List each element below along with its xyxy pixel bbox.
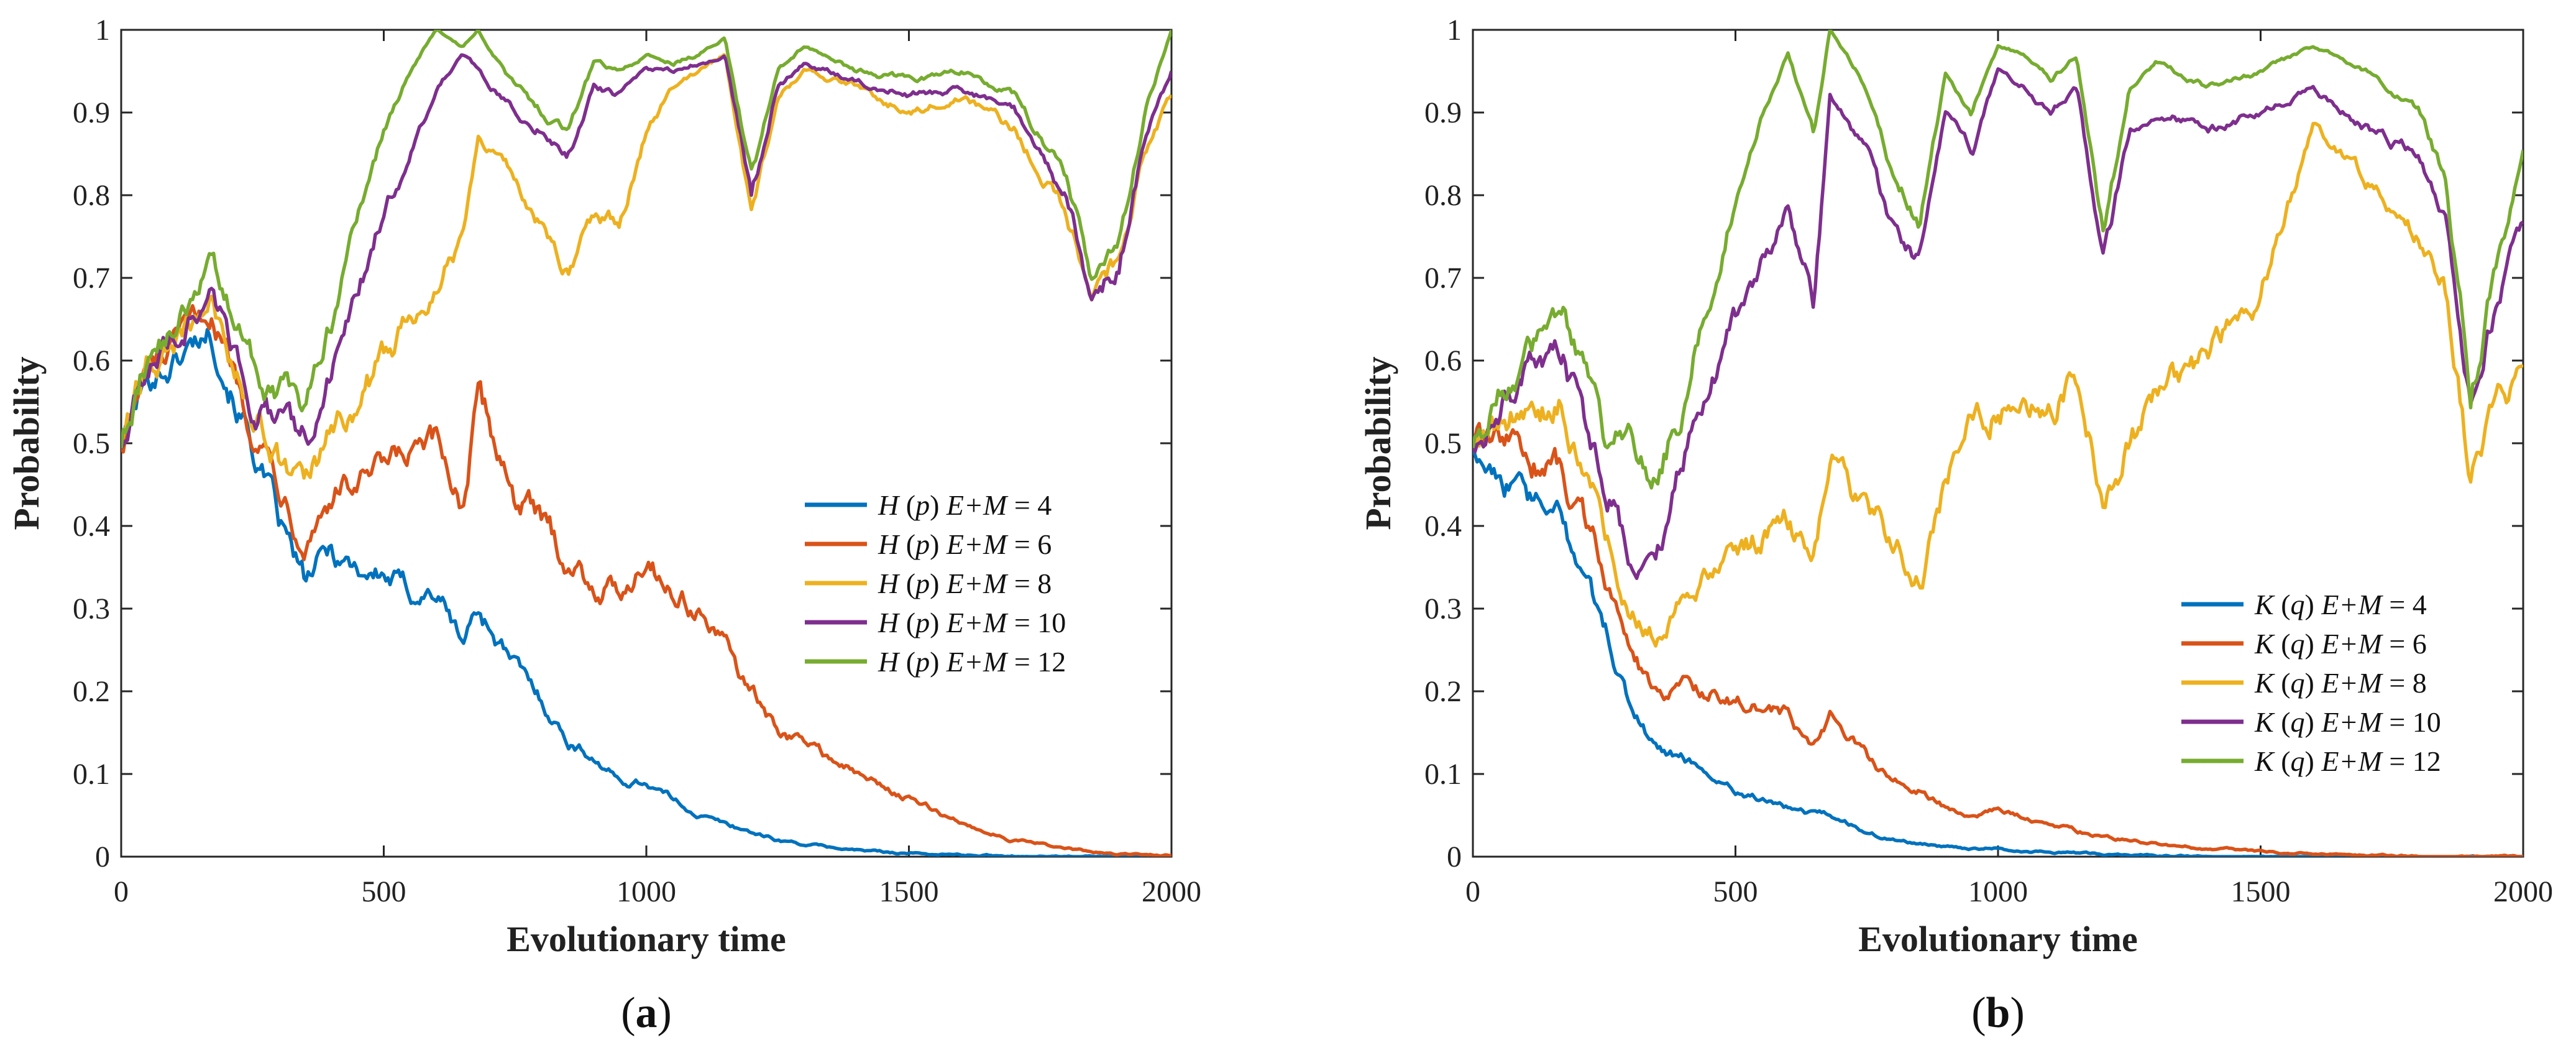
- legend-label-1: H (p) E+M = 4: [878, 489, 1052, 521]
- y-tick-label: 0.9: [1424, 96, 1462, 129]
- y-tick-label: 0.9: [73, 96, 110, 129]
- chart-a: 0 0.1 0.2 0.3 0.4 0.5 0.6 0.7 0.8 0.9 1 0 500 1000 150…: [6, 14, 1201, 1037]
- x-tick-label: 1000: [1968, 875, 2028, 908]
- y-tick-label: 0.5: [1424, 427, 1462, 460]
- chart-b: 0 0.1 0.2 0.3 0.4 0.5 0.6 0.7 0.8 0.9 1 0 500 1000 150…: [1358, 14, 2553, 1037]
- legend-label-2: H (p) E+M = 6: [878, 528, 1052, 560]
- x-axis-title: Evolutionary time: [1858, 919, 2137, 959]
- y-tick-label: 0.4: [1424, 510, 1462, 543]
- series-line-2: [121, 304, 1171, 857]
- legend-label-4: K (q) E+M = 10: [2254, 706, 2441, 738]
- y-tick-label: 0.7: [73, 262, 110, 295]
- legend-label-5: H (p) E+M = 12: [878, 646, 1066, 678]
- y-tick-label: 0.6: [1424, 344, 1462, 377]
- series-line-1: [121, 328, 1171, 857]
- y-tick-label: 0.3: [73, 592, 110, 625]
- y-tick-label: 1: [95, 14, 110, 47]
- y-tick-label: 0.1: [73, 758, 110, 791]
- x-tick-label: 2000: [1142, 875, 1201, 908]
- x-tick-label: 500: [362, 875, 406, 908]
- plot-area: [1472, 29, 2524, 858]
- x-tick-label: 1500: [879, 875, 939, 908]
- x-tick-label: 2000: [2493, 875, 2553, 908]
- x-tick-label: 500: [1713, 875, 1758, 908]
- series-line-3: [121, 53, 1171, 480]
- y-tick-label: 0: [95, 840, 110, 873]
- y-tick-label: 0.5: [73, 427, 110, 460]
- y-tick-label: 1: [1447, 14, 1462, 47]
- legend-label-5: K (q) E+M = 12: [2254, 745, 2441, 777]
- y-tick-label: 0.2: [1424, 675, 1462, 708]
- x-tick-label: 0: [114, 875, 129, 908]
- y-tick-label: 0.6: [73, 344, 110, 377]
- panel-label: (a): [621, 989, 672, 1037]
- y-axis-title: Probability: [1358, 356, 1398, 530]
- legend-label-1: K (q) E+M = 4: [2254, 589, 2427, 620]
- x-tick-label: 1500: [2231, 875, 2291, 908]
- plot-area: [120, 29, 1173, 858]
- series-line-3: [1473, 121, 2523, 648]
- y-tick-label: 0.7: [1424, 262, 1462, 295]
- series-line-4: [1473, 67, 2523, 581]
- y-tick-label: 0.4: [73, 510, 110, 543]
- x-tick-label: 1000: [616, 875, 676, 908]
- series-line-2: [1473, 421, 2523, 857]
- series-line-5: [1473, 30, 2523, 490]
- y-tick-label: 0: [1447, 840, 1462, 873]
- y-tick-label: 0.8: [73, 179, 110, 212]
- legend-label-4: H (p) E+M = 10: [878, 607, 1066, 638]
- y-tick-label: 0.3: [1424, 592, 1462, 625]
- series-line-4: [121, 53, 1171, 449]
- legend-label-3: H (p) E+M = 8: [878, 568, 1052, 599]
- series-line-5: [121, 30, 1171, 449]
- y-tick-label: 0.1: [1424, 758, 1462, 791]
- y-tick-label: 0.8: [1424, 179, 1462, 212]
- legend-label-2: K (q) E+M = 6: [2254, 628, 2427, 660]
- panel-label: (b): [1971, 989, 2025, 1037]
- legend-label-3: K (q) E+M = 8: [2254, 667, 2427, 699]
- x-axis-title: Evolutionary time: [506, 919, 786, 959]
- y-axis-title: Probability: [6, 356, 47, 530]
- y-tick-label: 0.2: [73, 675, 110, 708]
- x-tick-label: 0: [1465, 875, 1480, 908]
